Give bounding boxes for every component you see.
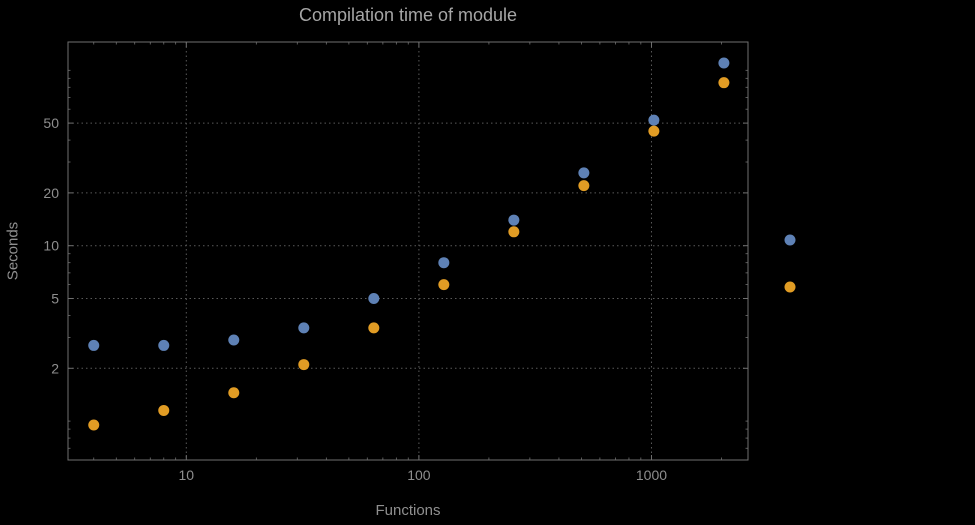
point-series-2	[438, 279, 450, 291]
y-tick-label: 2	[51, 360, 59, 376]
point-series-2	[718, 77, 730, 89]
x-tick-label: 100	[407, 467, 431, 483]
y-tick-label: 50	[43, 115, 59, 131]
x-tick-label: 10	[179, 467, 195, 483]
point-series-1	[508, 214, 520, 226]
y-axis-label: Seconds	[4, 221, 22, 281]
y-tick-label: 20	[43, 185, 59, 201]
point-series-1	[438, 257, 450, 269]
y-tick-label: 10	[43, 238, 59, 254]
point-series-2	[648, 125, 660, 137]
point-series-2	[578, 180, 590, 192]
plot-frame	[67, 41, 749, 461]
chart-title: Compilation time of module	[298, 5, 518, 25]
point-series-2	[298, 359, 310, 371]
point-series-2	[158, 404, 170, 416]
x-axis-label: Functions	[375, 502, 441, 519]
point-series-1	[578, 167, 590, 179]
legend-marker-2	[784, 281, 796, 293]
point-series-2	[228, 387, 240, 399]
point-series-2	[508, 226, 520, 238]
point-series-1	[228, 334, 240, 346]
point-series-1	[298, 322, 310, 334]
point-series-1	[368, 292, 380, 304]
point-series-1	[88, 339, 100, 351]
point-series-2	[88, 419, 100, 431]
point-series-2	[368, 322, 380, 334]
point-series-1	[718, 57, 730, 69]
point-series-1	[158, 339, 170, 351]
point-series-1	[648, 114, 660, 126]
y-tick-label: 5	[51, 290, 59, 306]
x-tick-label: 1000	[636, 467, 667, 483]
legend-marker-1	[784, 234, 796, 246]
